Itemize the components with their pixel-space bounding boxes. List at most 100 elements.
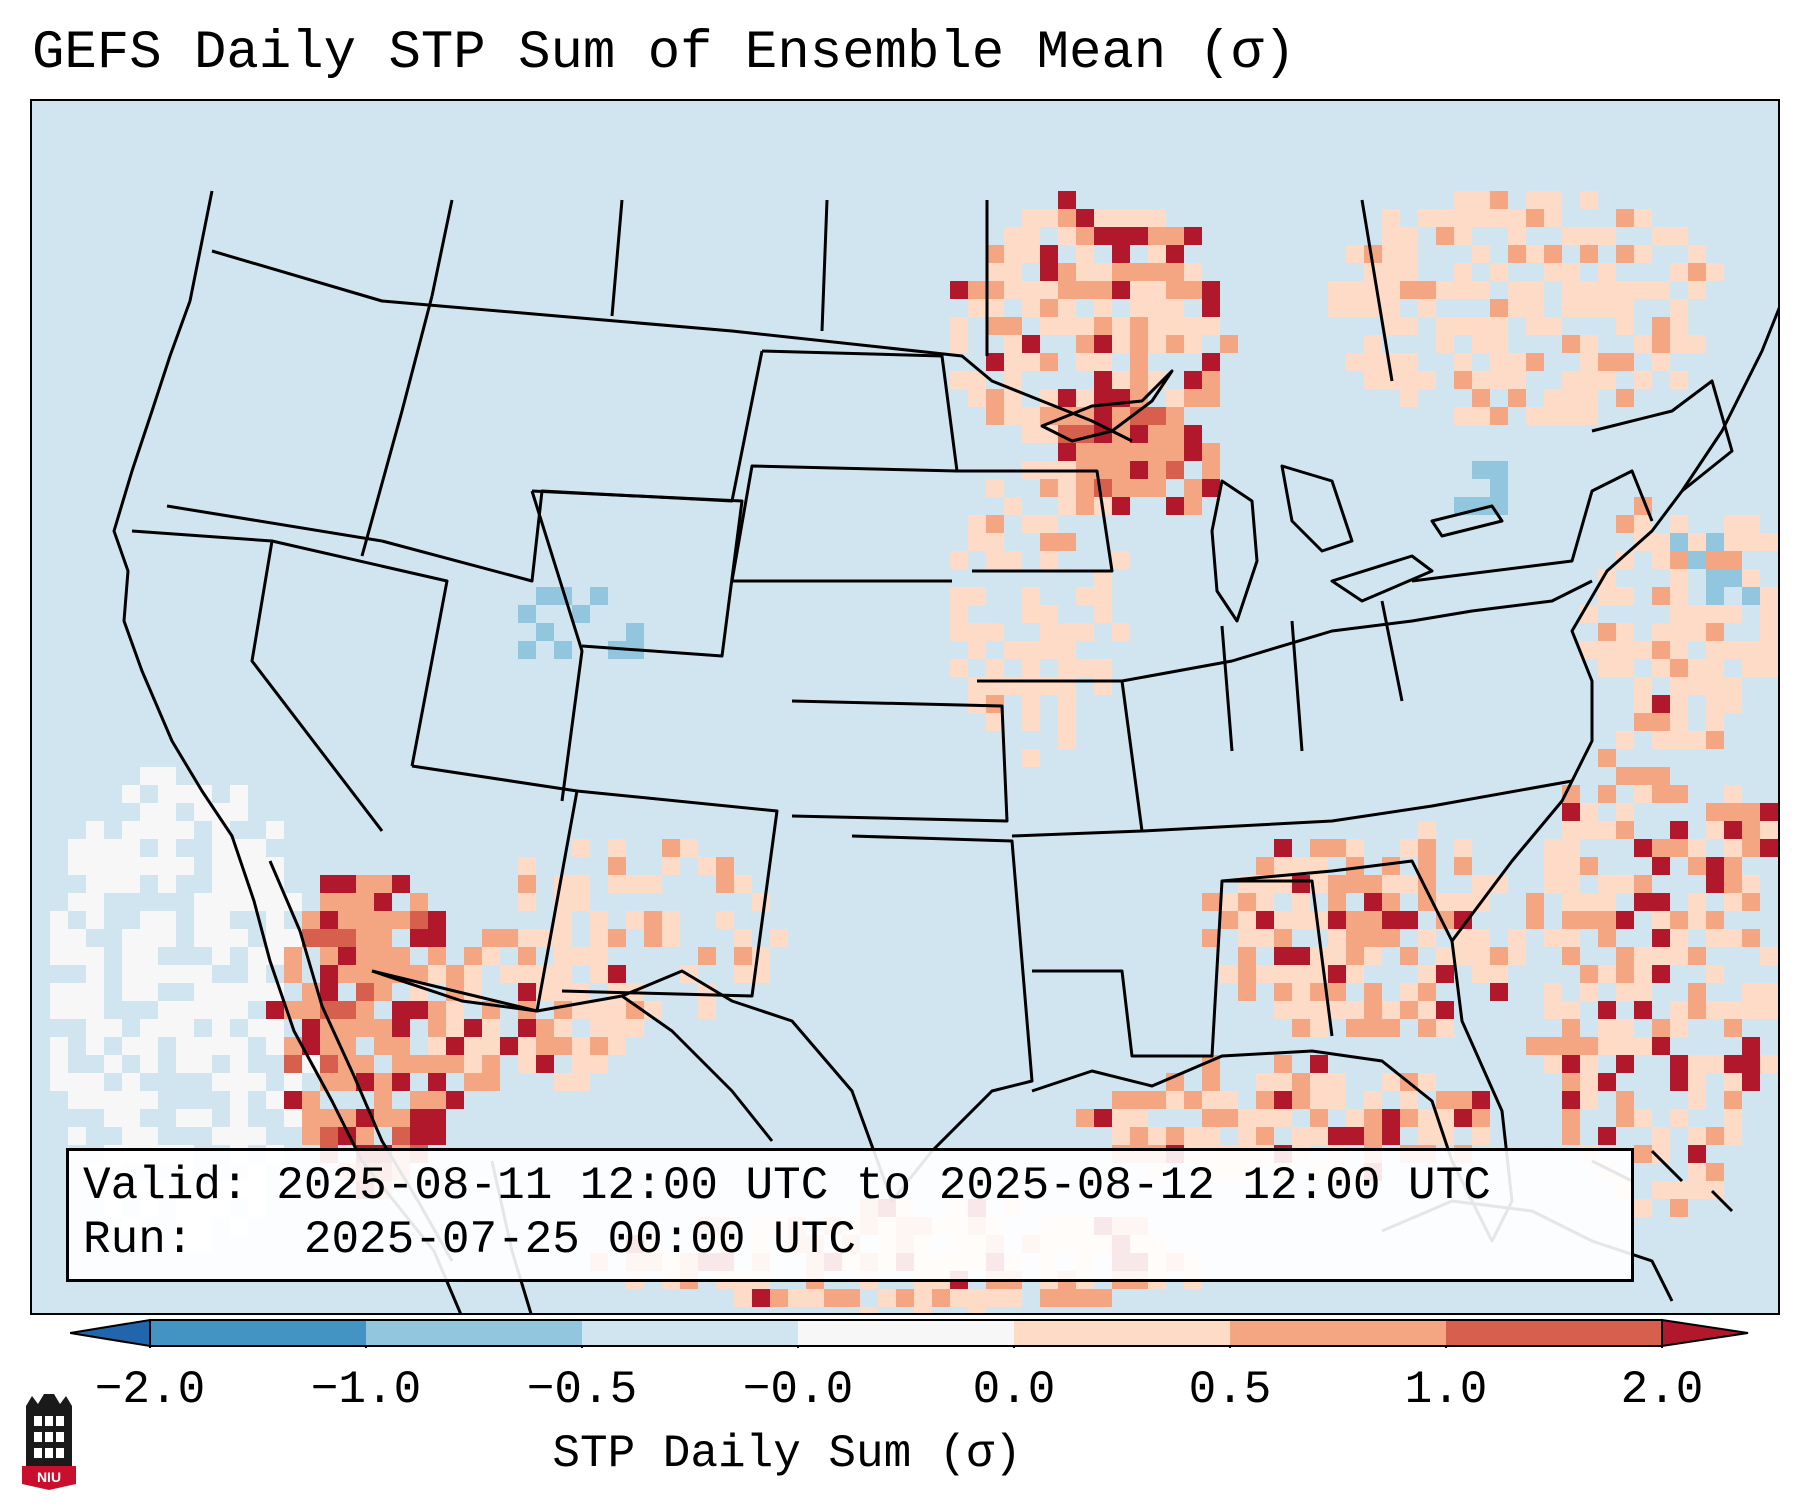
- field-cell: [1580, 821, 1598, 839]
- field-cell: [914, 1307, 932, 1313]
- field-cell: [482, 1019, 500, 1037]
- field-cell: [1112, 461, 1130, 479]
- field-cell: [1364, 371, 1382, 389]
- field-cell: [1400, 353, 1418, 371]
- field-cell: [1058, 713, 1076, 731]
- field-cell: [572, 875, 590, 893]
- field-cell: [104, 857, 122, 875]
- field-cell: [1454, 191, 1472, 209]
- field-cell: [1526, 299, 1544, 317]
- field-cell: [1166, 1091, 1184, 1109]
- field-cell: [950, 587, 968, 605]
- field-cell: [1346, 839, 1364, 857]
- field-cell: [1724, 803, 1742, 821]
- field-cell: [1202, 461, 1220, 479]
- colorbar-segment-neg1-neg05: [366, 1320, 582, 1346]
- field-cell: [536, 1037, 554, 1055]
- field-cell: [1544, 209, 1562, 227]
- field-cell: [1202, 389, 1220, 407]
- field-cell: [1292, 965, 1310, 983]
- field-cell: [1670, 371, 1688, 389]
- field-cell: [1310, 1055, 1328, 1073]
- field-cell: [1544, 1055, 1562, 1073]
- field-cell: [482, 1037, 500, 1055]
- field-cell: [1616, 965, 1634, 983]
- field-cell: [950, 371, 968, 389]
- field-cell: [1184, 425, 1202, 443]
- field-cell: [1598, 569, 1616, 587]
- field-cell: [878, 1289, 896, 1307]
- field-cell: [896, 1289, 914, 1307]
- field-cell: [1184, 389, 1202, 407]
- field-cell: [230, 1091, 248, 1109]
- field-cell: [266, 1019, 284, 1037]
- field-cell: [212, 803, 230, 821]
- field-cell: [680, 839, 698, 857]
- field-cell: [1292, 1091, 1310, 1109]
- field-cell: [266, 1001, 284, 1019]
- field-cell: [392, 1073, 410, 1091]
- field-cell: [1688, 1127, 1706, 1145]
- field-cell: [1274, 965, 1292, 983]
- valid-value: 2025-08-11 12:00 UTC to 2025-08-12 12:00…: [276, 1160, 1491, 1212]
- field-cell: [140, 1055, 158, 1073]
- field-cell: [1652, 731, 1670, 749]
- field-cell: [1670, 929, 1688, 947]
- field-cell: [1562, 1073, 1580, 1091]
- field-cell: [1094, 389, 1112, 407]
- field-cell: [1688, 1001, 1706, 1019]
- field-cell: [356, 929, 374, 947]
- field-cell: [1544, 1037, 1562, 1055]
- field-cell: [1472, 965, 1490, 983]
- field-cell: [1148, 263, 1166, 281]
- field-cell: [1382, 1127, 1400, 1145]
- field-cell: [1706, 569, 1724, 587]
- field-cell: [1292, 1019, 1310, 1037]
- field-cell: [1058, 479, 1076, 497]
- field-cell: [1364, 983, 1382, 1001]
- field-cell: [1274, 983, 1292, 1001]
- field-cell: [1490, 479, 1508, 497]
- field-cell: [1274, 857, 1292, 875]
- field-cell: [1688, 911, 1706, 929]
- field-cell: [1616, 1055, 1634, 1073]
- field-cell: [1706, 929, 1724, 947]
- field-cell: [212, 1127, 230, 1145]
- field-cell: [1076, 587, 1094, 605]
- field-cell: [1544, 839, 1562, 857]
- field-cell: [374, 947, 392, 965]
- field-cell: [1022, 587, 1040, 605]
- field-cell: [1598, 1073, 1616, 1091]
- field-cell: [590, 1001, 608, 1019]
- field-cell: [1652, 947, 1670, 965]
- field-cell: [1346, 857, 1364, 875]
- colorbar-segment-neg05-0: [582, 1320, 798, 1346]
- field-cell: [806, 1289, 824, 1307]
- field-cell: [1202, 929, 1220, 947]
- field-cell: [1490, 209, 1508, 227]
- field-cell: [1616, 875, 1634, 893]
- field-cell: [1778, 605, 1780, 623]
- field-cell: [1436, 1019, 1454, 1037]
- field-cell: [788, 1289, 806, 1307]
- field-cell: [1418, 839, 1436, 857]
- field-cell: [968, 623, 986, 641]
- field-cell: [1382, 209, 1400, 227]
- field-cell: [1562, 227, 1580, 245]
- field-cell: [986, 515, 1004, 533]
- field-cell: [986, 551, 1004, 569]
- field-cell: [1382, 227, 1400, 245]
- field-cell: [464, 965, 482, 983]
- field-cell: [1508, 389, 1526, 407]
- field-cell: [1562, 839, 1580, 857]
- field-cell: [1094, 299, 1112, 317]
- field-cell: [1400, 317, 1418, 335]
- field-cell: [410, 893, 428, 911]
- field-cell: [284, 929, 302, 947]
- field-cell: [482, 1073, 500, 1091]
- field-cell: [1256, 965, 1274, 983]
- field-cell: [1706, 695, 1724, 713]
- field-cell: [1670, 263, 1688, 281]
- field-cell: [1094, 569, 1112, 587]
- field-cell: [1778, 587, 1780, 605]
